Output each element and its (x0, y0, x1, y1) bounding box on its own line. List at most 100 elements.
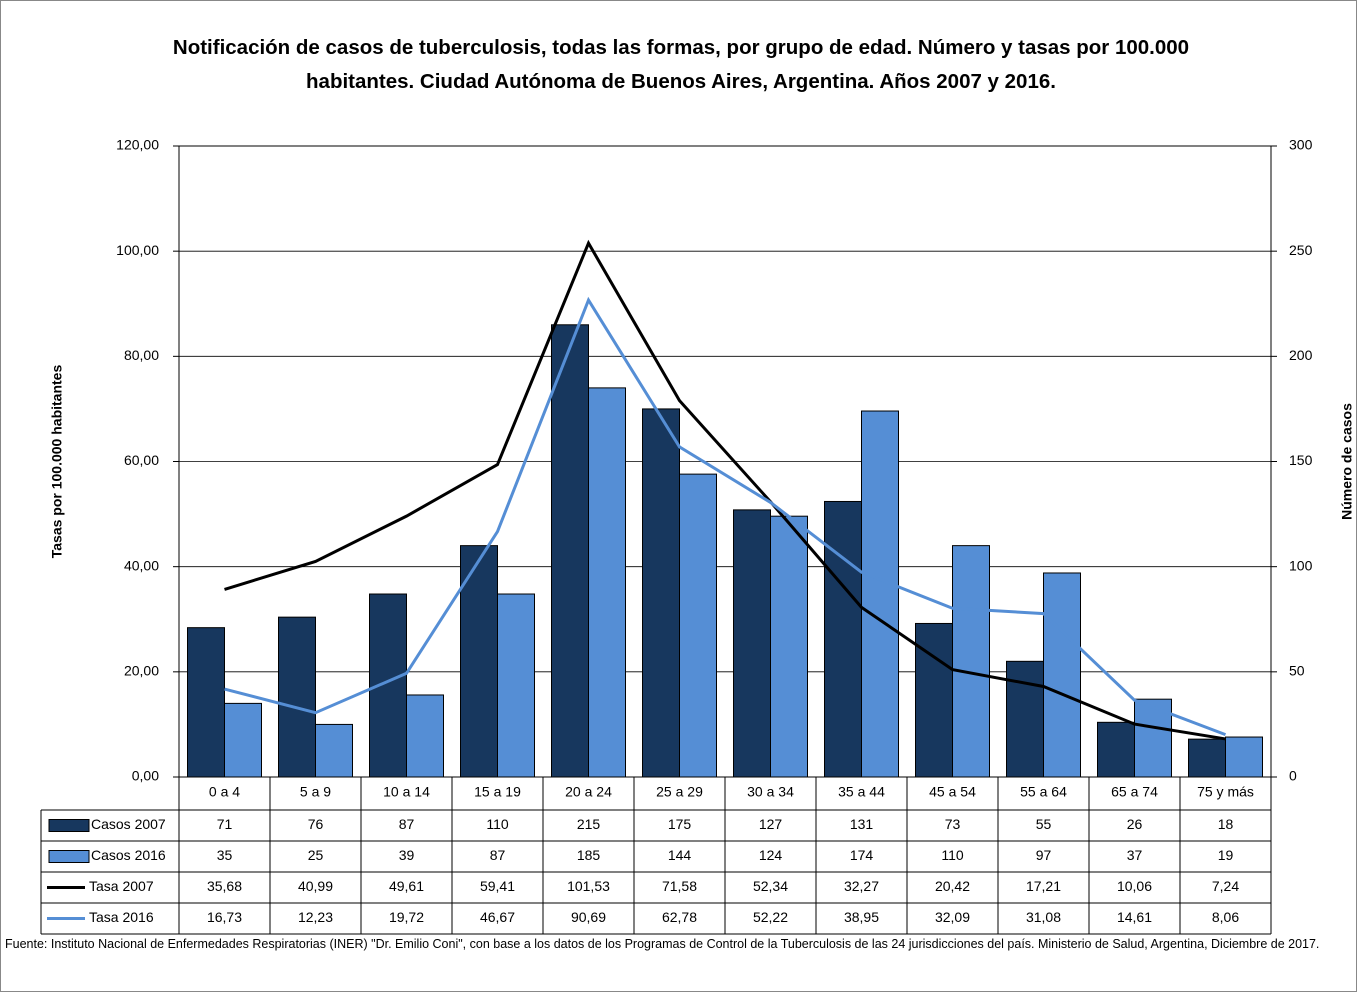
y-tick-label: 120,00 (116, 137, 159, 153)
bar (406, 694, 444, 778)
x-tick-label: 15 a 19 (474, 784, 521, 800)
bar (460, 545, 498, 778)
bar (1043, 572, 1081, 778)
y2-axis-label: Número de casos (1339, 403, 1355, 520)
data-label: 124 (759, 847, 783, 863)
legend-label: Tasa 2016 (89, 909, 154, 925)
data-label: 76 (308, 816, 324, 832)
data-label: 110 (486, 816, 509, 832)
data-label: 215 (577, 816, 601, 832)
data-label: 31,08 (1026, 909, 1061, 925)
data-label: 35,68 (207, 878, 242, 894)
data-label: 10,06 (1117, 878, 1152, 894)
data-label: 40,99 (298, 878, 333, 894)
bar (224, 702, 262, 778)
data-label: 19 (1218, 847, 1234, 863)
data-label: 46,67 (480, 909, 515, 925)
y2-tick-label: 50 (1289, 663, 1305, 679)
x-tick-label: 30 a 34 (747, 784, 794, 800)
data-label: 14,61 (1117, 909, 1152, 925)
legend-label: Casos 2007 (91, 816, 166, 832)
legend-swatch (48, 850, 90, 863)
data-label: 90,69 (571, 909, 606, 925)
y-tick-label: 0,00 (132, 768, 159, 784)
data-label: 174 (850, 847, 874, 863)
data-label: 52,34 (753, 878, 788, 894)
x-tick-label: 65 a 74 (1111, 784, 1158, 800)
data-label: 59,41 (480, 878, 515, 894)
legend-label: Tasa 2007 (89, 878, 154, 894)
y2-tick-label: 300 (1289, 137, 1313, 153)
data-label: 87 (399, 816, 415, 832)
data-label: 101,53 (567, 878, 610, 894)
data-label: 52,22 (753, 909, 788, 925)
data-label: 49,61 (389, 878, 424, 894)
data-label: 7,24 (1212, 878, 1239, 894)
y2-tick-label: 100 (1289, 557, 1313, 573)
x-tick-label: 20 a 24 (565, 784, 612, 800)
bar (187, 627, 225, 778)
data-label: 8,06 (1212, 909, 1239, 925)
data-label: 97 (1036, 847, 1052, 863)
y2-tick-label: 0 (1289, 768, 1297, 784)
data-label: 185 (577, 847, 601, 863)
x-tick-label: 55 a 64 (1020, 784, 1067, 800)
bar (1097, 721, 1135, 778)
legend-label: Casos 2016 (91, 847, 166, 863)
data-label: 16,73 (207, 909, 242, 925)
data-label: 25 (308, 847, 324, 863)
y-tick-label: 40,00 (124, 557, 159, 573)
data-label: 110 (941, 847, 964, 863)
line (224, 296, 1227, 737)
bar (770, 515, 808, 778)
x-tick-label: 0 a 4 (209, 784, 240, 800)
y-tick-label: 60,00 (124, 452, 159, 468)
x-tick-label: 5 a 9 (300, 784, 331, 800)
bar (952, 545, 990, 778)
data-label: 26 (1127, 816, 1143, 832)
bar (497, 593, 535, 778)
data-label: 35 (217, 847, 233, 863)
x-tick-label: 35 a 44 (838, 784, 885, 800)
source-note: Fuente: Instituto Nacional de Enfermedad… (5, 937, 1320, 951)
data-label: 38,95 (844, 909, 879, 925)
data-label: 19,72 (389, 909, 424, 925)
y-tick-label: 100,00 (116, 242, 159, 258)
x-tick-label: 10 a 14 (383, 784, 430, 800)
data-label: 62,78 (662, 909, 697, 925)
data-label: 18 (1218, 816, 1234, 832)
y2-tick-label: 150 (1289, 452, 1313, 468)
data-label: 55 (1036, 816, 1052, 832)
data-label: 37 (1127, 847, 1143, 863)
data-label: 144 (668, 847, 692, 863)
data-label: 12,23 (298, 909, 333, 925)
y2-tick-label: 200 (1289, 347, 1313, 363)
bar (588, 387, 626, 778)
x-tick-label: 25 a 29 (656, 784, 703, 800)
x-tick-label: 45 a 54 (929, 784, 976, 800)
bar (733, 509, 771, 778)
y-tick-label: 20,00 (124, 663, 159, 679)
y-tick-label: 80,00 (124, 347, 159, 363)
data-label: 87 (490, 847, 506, 863)
legend-swatch (48, 819, 90, 832)
data-label: 175 (668, 816, 692, 832)
data-label: 71,58 (662, 878, 697, 894)
bar (642, 408, 680, 778)
bar (278, 616, 316, 778)
data-label: 32,27 (844, 878, 879, 894)
line (224, 239, 1226, 741)
data-label: 127 (759, 816, 783, 832)
y2-tick-label: 250 (1289, 242, 1313, 258)
data-label: 131 (850, 816, 874, 832)
bar (1225, 736, 1263, 778)
data-label: 73 (945, 816, 961, 832)
bar (551, 324, 589, 778)
data-label: 32,09 (935, 909, 970, 925)
bar (861, 410, 899, 778)
data-label: 17,21 (1026, 878, 1061, 894)
data-label: 39 (399, 847, 415, 863)
bar (1188, 738, 1226, 778)
